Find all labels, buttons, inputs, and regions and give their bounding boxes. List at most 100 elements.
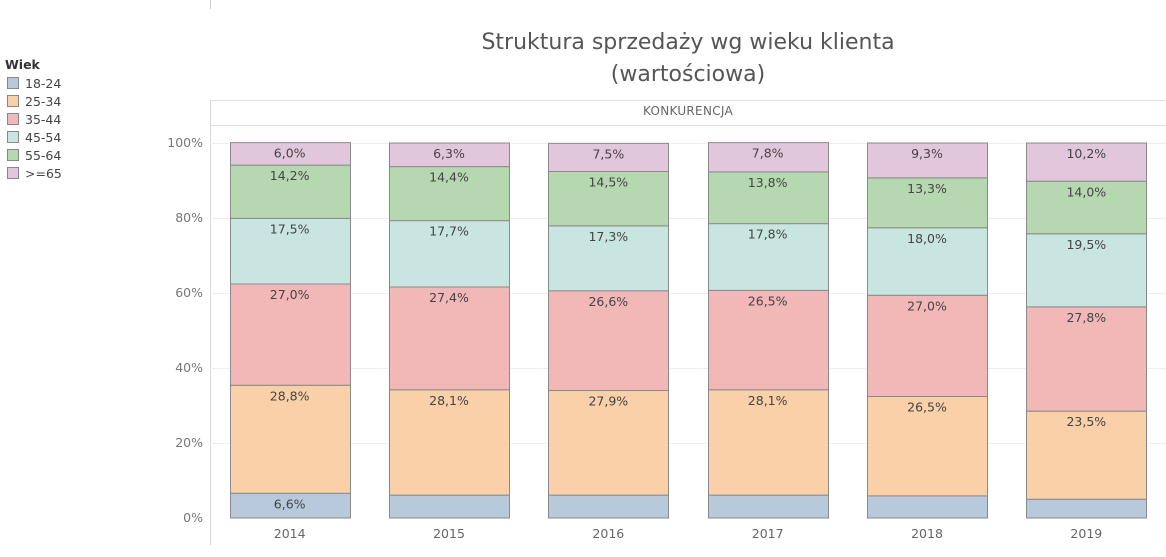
data-label: 6,6% xyxy=(274,496,306,511)
data-label: 19,5% xyxy=(1066,237,1106,252)
bar-segment-18-24[interactable] xyxy=(1026,498,1147,519)
data-label: 14,5% xyxy=(588,175,628,190)
data-label: 23,5% xyxy=(1066,414,1106,429)
legend-label: 55-64 xyxy=(25,147,62,163)
legend-swatch xyxy=(7,131,19,143)
bar-segment-35-44[interactable] xyxy=(548,290,669,391)
x-tick-label: 2015 xyxy=(433,526,465,541)
y-tick-label: 40% xyxy=(175,360,203,375)
y-tick-label: 80% xyxy=(175,210,203,225)
data-label: 28,1% xyxy=(429,393,469,408)
legend-label: 18-24 xyxy=(25,75,62,91)
data-label: 18,0% xyxy=(907,231,947,246)
bar-segment->=65[interactable] xyxy=(389,142,510,168)
bar-segment-45-54[interactable] xyxy=(389,220,510,288)
bar-segment-55-64[interactable] xyxy=(548,171,669,227)
chart-subtitle: (wartościowa) xyxy=(610,62,766,87)
x-tick-label: 2016 xyxy=(592,526,624,541)
data-label: 9,3% xyxy=(911,146,943,161)
bar-segment-55-64[interactable] xyxy=(1026,180,1147,235)
x-tick-label: 2018 xyxy=(911,526,943,541)
legend-item[interactable]: 45-54 xyxy=(5,128,62,146)
bar-segment-35-44[interactable] xyxy=(1026,306,1147,412)
bar-segment-18-24[interactable] xyxy=(389,494,510,519)
data-label: 14,4% xyxy=(429,170,469,185)
panel-header: KONKURENCJA xyxy=(642,104,734,118)
chart-title-line1: Struktura sprzedaży wg wieku klienta xyxy=(481,30,895,55)
x-tick-label: 2017 xyxy=(752,526,784,541)
data-label: 6,0% xyxy=(274,146,306,161)
legend: Wiek 18-24 25-34 35-44 45-54 55-64 >=65 xyxy=(5,57,62,182)
data-label: 27,0% xyxy=(907,298,947,313)
bar-segment-18-24[interactable] xyxy=(548,494,669,519)
data-label: 27,0% xyxy=(270,287,310,302)
data-label: 17,5% xyxy=(270,221,310,236)
bar-segment->=65[interactable] xyxy=(867,142,988,179)
legend-swatch xyxy=(7,149,19,161)
data-label: 7,8% xyxy=(752,146,784,161)
bar-segment-35-44[interactable] xyxy=(708,289,829,391)
bar-segment-25-34[interactable] xyxy=(548,390,669,496)
data-label: 17,7% xyxy=(429,224,469,239)
bar-segment-25-34[interactable] xyxy=(1026,410,1147,500)
legend-label: 35-44 xyxy=(25,111,62,127)
legend-swatch xyxy=(7,167,19,179)
legend-label: 25-34 xyxy=(25,93,62,109)
bar-segment-55-64[interactable] xyxy=(389,166,510,222)
top-axis-stub xyxy=(210,0,211,9)
bar-segment-25-34[interactable] xyxy=(230,384,351,494)
data-label: 17,8% xyxy=(748,227,788,242)
bar-segment-25-34[interactable] xyxy=(708,389,829,496)
legend-item[interactable]: >=65 xyxy=(5,164,62,182)
data-label: 28,8% xyxy=(270,388,310,403)
bar-segment-45-54[interactable] xyxy=(708,223,829,291)
bar-segment-18-24[interactable] xyxy=(708,494,829,519)
x-tick-label: 2014 xyxy=(274,526,306,541)
legend-items: 18-24 25-34 35-44 45-54 55-64 >=65 xyxy=(5,74,62,182)
bar-segment->=65[interactable] xyxy=(230,142,351,166)
legend-label: >=65 xyxy=(25,165,62,181)
y-tick-label: 60% xyxy=(175,285,203,300)
bar-segment-45-54[interactable] xyxy=(230,217,351,285)
chart-title: Struktura sprzedaży wg wieku klienta (wa… xyxy=(210,27,1166,91)
data-label: 13,8% xyxy=(748,175,788,190)
bar-segment-35-44[interactable] xyxy=(389,286,510,391)
data-label: 7,5% xyxy=(592,146,624,161)
data-label: 26,5% xyxy=(907,400,947,415)
data-label: 10,2% xyxy=(1066,146,1106,161)
bar-segment-18-24[interactable] xyxy=(867,495,988,519)
y-tick-label: 20% xyxy=(175,435,203,450)
x-tick-label: 2019 xyxy=(1070,526,1102,541)
legend-item[interactable]: 55-64 xyxy=(5,146,62,164)
data-label: 6,3% xyxy=(433,146,465,161)
legend-swatch xyxy=(7,77,19,89)
data-label: 14,2% xyxy=(270,168,310,183)
legend-label: 45-54 xyxy=(25,129,62,145)
bar-segment->=65[interactable] xyxy=(548,142,669,172)
bar-segment-35-44[interactable] xyxy=(230,283,351,386)
data-label: 27,9% xyxy=(588,394,628,409)
data-label: 26,6% xyxy=(588,294,628,309)
data-label: 27,4% xyxy=(429,290,469,305)
data-label: 26,5% xyxy=(748,293,788,308)
legend-item[interactable]: 25-34 xyxy=(5,92,62,110)
bar-segment->=65[interactable] xyxy=(1026,142,1147,182)
y-tick-label: 100% xyxy=(167,135,203,150)
bar-segment-55-64[interactable] xyxy=(867,177,988,229)
y-tick-label: 0% xyxy=(183,510,203,525)
legend-title: Wiek xyxy=(5,57,40,72)
bar-segment-45-54[interactable] xyxy=(1026,233,1147,308)
data-label: 17,3% xyxy=(588,229,628,244)
legend-item[interactable]: 35-44 xyxy=(5,110,62,128)
bar-segment-55-64[interactable] xyxy=(230,164,351,219)
legend-item[interactable]: 18-24 xyxy=(5,74,62,92)
bar-segment->=65[interactable] xyxy=(708,142,829,173)
data-label: 14,0% xyxy=(1066,184,1106,199)
legend-swatch xyxy=(7,113,19,125)
data-label: 27,8% xyxy=(1066,310,1106,325)
bar-segment-45-54[interactable] xyxy=(867,227,988,296)
bar-segment-25-34[interactable] xyxy=(389,389,510,496)
data-label: 28,1% xyxy=(748,393,788,408)
data-label: 13,3% xyxy=(907,181,947,196)
